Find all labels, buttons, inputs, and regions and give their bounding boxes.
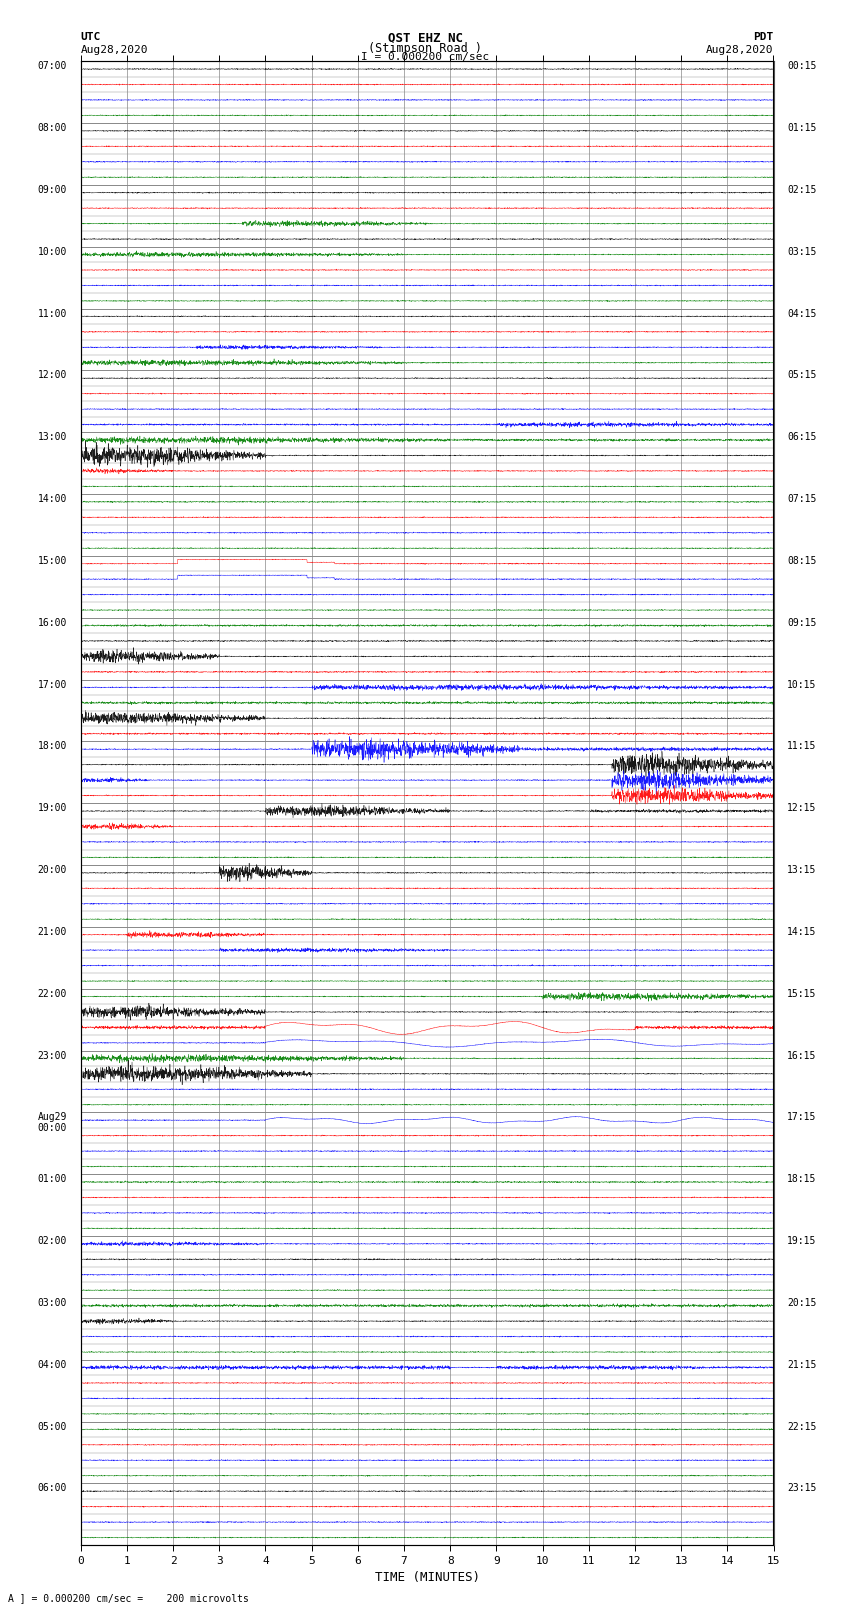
Text: (Stimpson Road ): (Stimpson Road ) xyxy=(368,42,482,55)
Text: 23:00: 23:00 xyxy=(37,1050,67,1061)
Text: 23:15: 23:15 xyxy=(787,1484,817,1494)
Text: 12:00: 12:00 xyxy=(37,371,67,381)
Text: 11:15: 11:15 xyxy=(787,742,817,752)
Text: 06:15: 06:15 xyxy=(787,432,817,442)
Text: 00:15: 00:15 xyxy=(787,61,817,71)
Text: 04:15: 04:15 xyxy=(787,308,817,319)
Text: 05:00: 05:00 xyxy=(37,1421,67,1432)
Text: 18:00: 18:00 xyxy=(37,742,67,752)
Text: PDT: PDT xyxy=(753,32,774,42)
Text: 05:15: 05:15 xyxy=(787,371,817,381)
Text: 08:15: 08:15 xyxy=(787,556,817,566)
Text: I = 0.000200 cm/sec: I = 0.000200 cm/sec xyxy=(361,52,489,61)
X-axis label: TIME (MINUTES): TIME (MINUTES) xyxy=(375,1571,479,1584)
Text: 17:00: 17:00 xyxy=(37,679,67,690)
Text: 17:15: 17:15 xyxy=(787,1113,817,1123)
Text: 13:00: 13:00 xyxy=(37,432,67,442)
Text: 09:15: 09:15 xyxy=(787,618,817,627)
Text: 22:15: 22:15 xyxy=(787,1421,817,1432)
Text: 19:15: 19:15 xyxy=(787,1236,817,1247)
Text: 01:15: 01:15 xyxy=(787,123,817,134)
Text: 16:00: 16:00 xyxy=(37,618,67,627)
Text: Aug29
00:00: Aug29 00:00 xyxy=(37,1113,67,1134)
Text: 10:15: 10:15 xyxy=(787,679,817,690)
Text: 15:15: 15:15 xyxy=(787,989,817,998)
Text: 20:00: 20:00 xyxy=(37,865,67,876)
Text: 16:15: 16:15 xyxy=(787,1050,817,1061)
Text: 15:00: 15:00 xyxy=(37,556,67,566)
Text: 14:15: 14:15 xyxy=(787,927,817,937)
Text: OST EHZ NC: OST EHZ NC xyxy=(388,32,462,45)
Text: A ] = 0.000200 cm/sec =    200 microvolts: A ] = 0.000200 cm/sec = 200 microvolts xyxy=(8,1594,249,1603)
Text: 08:00: 08:00 xyxy=(37,123,67,134)
Text: 13:15: 13:15 xyxy=(787,865,817,876)
Text: 02:00: 02:00 xyxy=(37,1236,67,1247)
Text: 18:15: 18:15 xyxy=(787,1174,817,1184)
Text: 10:00: 10:00 xyxy=(37,247,67,256)
Text: 07:00: 07:00 xyxy=(37,61,67,71)
Text: 21:00: 21:00 xyxy=(37,927,67,937)
Text: 02:15: 02:15 xyxy=(787,185,817,195)
Text: 20:15: 20:15 xyxy=(787,1298,817,1308)
Text: 01:00: 01:00 xyxy=(37,1174,67,1184)
Text: UTC: UTC xyxy=(81,32,101,42)
Text: 14:00: 14:00 xyxy=(37,494,67,505)
Text: 04:00: 04:00 xyxy=(37,1360,67,1369)
Text: 07:15: 07:15 xyxy=(787,494,817,505)
Text: Aug28,2020: Aug28,2020 xyxy=(706,45,774,55)
Text: 09:00: 09:00 xyxy=(37,185,67,195)
Text: Aug28,2020: Aug28,2020 xyxy=(81,45,148,55)
Text: 22:00: 22:00 xyxy=(37,989,67,998)
Text: 11:00: 11:00 xyxy=(37,308,67,319)
Text: 06:00: 06:00 xyxy=(37,1484,67,1494)
Text: 03:15: 03:15 xyxy=(787,247,817,256)
Text: 19:00: 19:00 xyxy=(37,803,67,813)
Text: 12:15: 12:15 xyxy=(787,803,817,813)
Text: 21:15: 21:15 xyxy=(787,1360,817,1369)
Text: 03:00: 03:00 xyxy=(37,1298,67,1308)
